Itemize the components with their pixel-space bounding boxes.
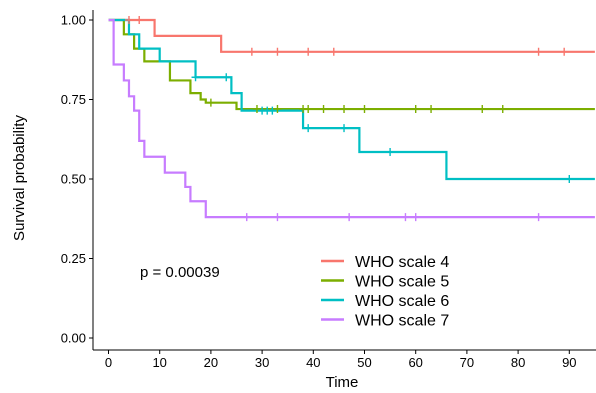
legend-label: WHO scale 5	[355, 274, 449, 291]
series-line-who-scale-5	[108, 18, 595, 111]
censor-mark	[242, 213, 251, 222]
censor-mark	[273, 105, 282, 114]
x-tick-label: 20	[204, 355, 218, 370]
censor-mark	[273, 47, 282, 56]
censor-mark	[478, 105, 487, 114]
censor-mark	[345, 213, 354, 222]
censor-mark	[222, 73, 231, 82]
censor-mark	[534, 213, 543, 222]
y-axis-title: Survival probability	[11, 115, 28, 241]
legend-label: WHO scale 6	[355, 293, 449, 310]
y-tick-label: 0.50	[61, 172, 86, 187]
x-tick-label: 70	[460, 355, 474, 370]
legend: WHO scale 4 WHO scale 5 WHO scale 6 WHO sca…	[321, 254, 449, 330]
censor-mark	[304, 124, 313, 133]
censor-mark	[252, 105, 261, 114]
censor-mark	[411, 105, 420, 114]
x-axis-title: Time	[326, 374, 359, 391]
survival-curves	[108, 18, 595, 219]
censor-mark	[268, 106, 277, 115]
series-line-who-scale-4	[108, 18, 595, 53]
censor-mark	[124, 16, 133, 24]
censor-marks	[124, 16, 574, 222]
censor-mark	[273, 213, 282, 222]
censor-mark	[340, 124, 349, 133]
censor-mark	[386, 147, 395, 156]
censor-mark	[247, 47, 256, 56]
censor-mark	[329, 47, 338, 56]
censor-mark	[401, 213, 410, 222]
x-tick-label: 30	[255, 355, 269, 370]
x-tick-label: 80	[511, 355, 525, 370]
y-tick-label: 0.75	[61, 92, 86, 107]
censor-mark	[304, 47, 313, 56]
series-line-who-scale-6	[108, 18, 595, 181]
axes: 0 10 20 30 40 50 60 70 80 90 0.00 0.25 0.50 0.75 1.00	[61, 10, 596, 370]
censor-mark	[304, 105, 313, 114]
censor-mark	[534, 47, 543, 56]
series-line-who-scale-7	[108, 18, 595, 219]
legend-label: WHO scale 7	[355, 313, 449, 330]
censor-mark	[498, 105, 507, 114]
x-tick-label: 0	[105, 355, 112, 370]
x-tick-label: 50	[357, 355, 371, 370]
legend-label: WHO scale 4	[355, 254, 449, 271]
x-tick-label: 60	[408, 355, 422, 370]
censor-mark	[411, 213, 420, 222]
censor-mark	[206, 98, 215, 107]
x-tick-label: 10	[152, 355, 166, 370]
x-tick-label: 40	[306, 355, 320, 370]
censor-mark	[427, 105, 436, 114]
censor-mark	[340, 105, 349, 114]
y-tick-label: 1.00	[61, 13, 86, 28]
p-value-annotation: p = 0.00039	[140, 264, 220, 281]
censor-mark	[319, 105, 328, 114]
censor-mark	[360, 105, 369, 114]
x-tick-label: 90	[562, 355, 576, 370]
censor-mark	[135, 16, 144, 24]
y-tick-label: 0.25	[61, 251, 86, 266]
y-tick-label: 0.00	[61, 331, 86, 346]
censor-mark	[565, 175, 574, 183]
censor-mark	[560, 47, 569, 56]
censor-mark	[191, 73, 200, 82]
